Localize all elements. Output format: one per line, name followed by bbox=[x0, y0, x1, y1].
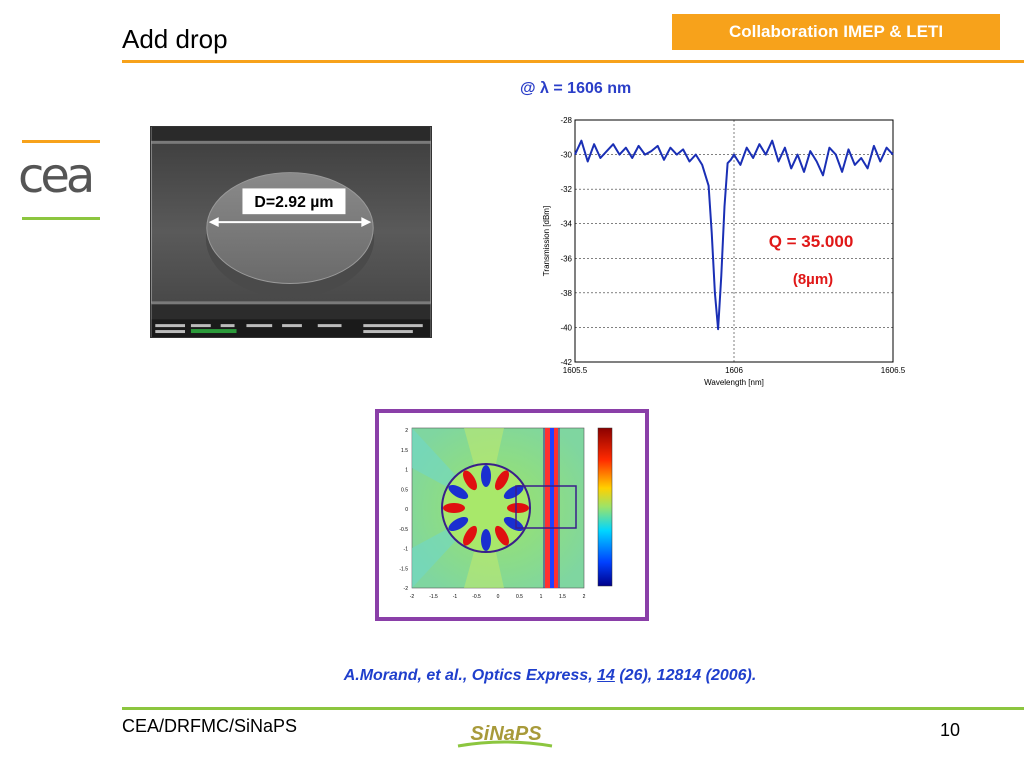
sim-x-tick-label: -1.5 bbox=[429, 594, 438, 600]
sim-x-tick-label: -1 bbox=[453, 594, 458, 600]
sim-y-tick-label: -2 bbox=[404, 586, 409, 592]
sim-x-tick-label: -0.5 bbox=[472, 594, 481, 600]
mode-lobe bbox=[507, 503, 529, 513]
ring-size-label: (8µm) bbox=[793, 271, 833, 288]
sinaps-logo: SiNaPS bbox=[456, 716, 554, 750]
q-factor-label: Q = 35.000 bbox=[769, 232, 854, 251]
wavelength-annotation: @ λ = 1606 nm bbox=[520, 80, 632, 97]
mode-lobe bbox=[503, 485, 524, 499]
mode-lobe bbox=[481, 529, 491, 551]
citation: A.Morand, et al., Optics Express, 14 (26… bbox=[0, 667, 1024, 685]
sim-x-tick-label: 0 bbox=[497, 594, 500, 600]
citation-prefix: A.Morand, et al., Optics Express, bbox=[343, 667, 598, 684]
mode-lobe bbox=[463, 525, 477, 546]
y-tick-label: -32 bbox=[560, 185, 572, 194]
footer-divider bbox=[122, 707, 1024, 710]
mode-lobe bbox=[495, 525, 509, 546]
x-tick-label: 1606.5 bbox=[881, 366, 906, 375]
colorbar bbox=[597, 427, 613, 587]
sinaps-logo-text: SiNaPS bbox=[470, 723, 542, 745]
sim-x-tick-label: 1.5 bbox=[559, 594, 566, 600]
y-tick-label: -40 bbox=[560, 323, 572, 332]
sim-x-tick-label: -2 bbox=[410, 594, 415, 600]
logo-accent-bottom bbox=[22, 217, 100, 220]
transmission-chart: -28 -30 -32 -34 -36 -38 -40 -42 1605.5 1606 1606.… bbox=[542, 116, 906, 387]
sim-y-tick-label: 0 bbox=[405, 507, 408, 513]
sim-x-tick-label: 0.5 bbox=[516, 594, 523, 600]
header-divider bbox=[122, 60, 1024, 63]
page-number: 10 bbox=[940, 720, 961, 740]
y-tick-label: -34 bbox=[560, 220, 572, 229]
sim-y-tick-label: 0.5 bbox=[401, 487, 408, 493]
mode-lobe bbox=[481, 465, 491, 487]
x-axis-label: Wavelength [nm] bbox=[704, 378, 764, 387]
sim-y-tick-label: 1 bbox=[405, 468, 408, 474]
field-simulation-map: -2 -1.5 -1 -0.5 0 0.5 1 1.5 2 2 1.5 1 0.5 0 -0.5 -1 -1.… bbox=[374, 408, 650, 622]
mode-lobe bbox=[448, 485, 469, 500]
footer-organization: CEA/DRFMC/SiNaPS bbox=[122, 716, 298, 736]
sim-y-tick-label: -1 bbox=[404, 547, 409, 553]
collaboration-badge: Collaboration IMEP & LETI bbox=[672, 14, 1000, 50]
cea-logo: cea bbox=[18, 148, 95, 204]
y-tick-label: -30 bbox=[560, 151, 572, 160]
transmission-series-line bbox=[574, 139, 894, 331]
sim-x-tick-label: 1 bbox=[540, 594, 543, 600]
sem-micrograph: D=2.92 µm bbox=[150, 126, 432, 338]
sim-y-tick-label: 1.5 bbox=[401, 448, 408, 454]
mode-lobe bbox=[495, 470, 509, 491]
mode-lobe bbox=[463, 470, 477, 491]
y-tick-label: -38 bbox=[560, 289, 572, 298]
mode-lobe bbox=[443, 503, 465, 513]
mode-lobe bbox=[448, 517, 469, 531]
slide-title: Add drop bbox=[122, 24, 228, 54]
sim-x-tick-label: 2 bbox=[583, 594, 586, 600]
sim-y-tick-label: -0.5 bbox=[399, 527, 408, 533]
citation-suffix: (26), 12814 (2006). bbox=[614, 667, 757, 684]
logo-accent-top bbox=[22, 140, 100, 143]
sim-y-tick-label: -1.5 bbox=[399, 566, 408, 572]
sim-y-tick-label: 2 bbox=[405, 428, 408, 434]
y-tick-label: -36 bbox=[560, 254, 572, 263]
y-axis-label: Transmission [dBm] bbox=[542, 206, 551, 276]
y-tick-label: -28 bbox=[560, 116, 572, 125]
collaboration-badge-label: Collaboration IMEP & LETI bbox=[728, 22, 944, 41]
x-tick-label: 1605.5 bbox=[563, 366, 588, 375]
y-tick-label: -42 bbox=[560, 358, 572, 367]
sem-measure-label: D=2.92 µm bbox=[254, 194, 333, 211]
citation-volume: 14 bbox=[597, 667, 615, 684]
x-tick-label: 1606 bbox=[725, 366, 743, 375]
